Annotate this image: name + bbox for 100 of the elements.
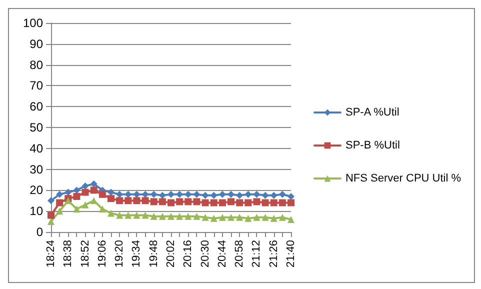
- point: [176, 198, 184, 206]
- x-tick-label: 21:26: [268, 240, 280, 268]
- point: [124, 212, 132, 219]
- point: [288, 199, 294, 206]
- point: [48, 197, 54, 204]
- x-tick-label: 20:30: [199, 240, 212, 268]
- point: [168, 199, 174, 206]
- point: [218, 199, 226, 206]
- point: [176, 212, 184, 220]
- point: [288, 216, 294, 223]
- x-tick-label: 20:58: [234, 240, 246, 268]
- legend-label: SP-B %Util: [345, 140, 400, 152]
- x-tick-label: 20:44: [216, 240, 228, 268]
- legend-label: SP-A %Util: [345, 106, 400, 118]
- point: [142, 190, 149, 198]
- point: [168, 190, 174, 198]
- y-tick-label: 50: [30, 120, 44, 134]
- point: [98, 206, 106, 213]
- point: [262, 192, 269, 199]
- point: [142, 197, 149, 204]
- point: [133, 190, 140, 198]
- point: [228, 198, 234, 206]
- point: [150, 190, 158, 198]
- point: [184, 190, 192, 198]
- x-tick-label: 18:24: [45, 240, 57, 268]
- point: [168, 212, 174, 220]
- point: [193, 190, 200, 198]
- point: [244, 199, 252, 206]
- point: [262, 199, 269, 206]
- point: [90, 186, 98, 194]
- point: [193, 212, 200, 220]
- point: [244, 190, 252, 198]
- point: [176, 190, 184, 198]
- point: [202, 214, 209, 221]
- legend-label: NFS Server CPU Util %: [345, 172, 462, 184]
- point: [270, 199, 278, 206]
- point: [150, 198, 158, 206]
- point: [236, 214, 244, 221]
- point: [108, 210, 114, 217]
- point: [253, 214, 260, 221]
- point: [244, 214, 252, 222]
- point: [82, 201, 89, 208]
- point: [278, 214, 286, 221]
- point: [218, 190, 226, 198]
- y-tick-label: 20: [30, 183, 44, 198]
- point: [278, 199, 286, 206]
- x-tick-label: 20:02: [165, 240, 177, 268]
- point: [210, 214, 218, 222]
- point: [56, 190, 64, 198]
- point: [108, 195, 114, 202]
- point: [116, 212, 124, 219]
- point: [82, 182, 89, 190]
- point: [90, 197, 98, 204]
- point: [150, 212, 158, 220]
- point: [64, 188, 72, 196]
- x-tick-label: 19:20: [114, 240, 126, 268]
- point: [210, 199, 218, 206]
- point: [124, 190, 132, 198]
- point: [210, 192, 218, 199]
- x-tick-label: 18:52: [79, 240, 92, 268]
- point: [270, 214, 278, 222]
- point: [73, 192, 80, 200]
- point: [228, 214, 234, 221]
- point: [278, 190, 286, 198]
- point: [116, 197, 124, 204]
- point: [184, 212, 192, 220]
- y-tick-label: 60: [30, 100, 44, 114]
- y-tick-label: 30: [30, 162, 44, 176]
- point: [82, 188, 89, 196]
- y-tick-label: 70: [30, 78, 44, 93]
- point: [108, 188, 114, 196]
- point: [228, 190, 234, 198]
- x-tick-label: 19:34: [130, 240, 143, 268]
- point: [56, 208, 64, 215]
- point: [236, 192, 244, 199]
- point: [218, 214, 226, 221]
- y-tick-label: 10: [30, 204, 44, 218]
- x-tick-label: 21:12: [250, 240, 263, 268]
- point: [133, 197, 140, 204]
- x-tick-label: 19:06: [96, 240, 108, 268]
- point: [158, 198, 166, 206]
- point: [98, 190, 106, 198]
- point: [193, 198, 200, 206]
- x-tick-label: 21:40: [285, 240, 297, 268]
- point: [73, 186, 80, 194]
- x-tick-label: 19:48: [148, 240, 160, 268]
- point: [184, 198, 192, 206]
- x-tick-label: 20:16: [182, 240, 194, 268]
- point: [158, 192, 166, 199]
- point: [56, 199, 64, 206]
- point: [48, 218, 54, 226]
- point: [253, 190, 260, 198]
- point: [73, 206, 80, 213]
- point: [124, 197, 132, 204]
- y-tick-label: 80: [30, 58, 44, 72]
- point: [262, 214, 269, 221]
- point: [90, 180, 98, 188]
- point: [133, 212, 140, 219]
- y-tick-label: 0: [36, 225, 44, 239]
- point: [270, 192, 278, 199]
